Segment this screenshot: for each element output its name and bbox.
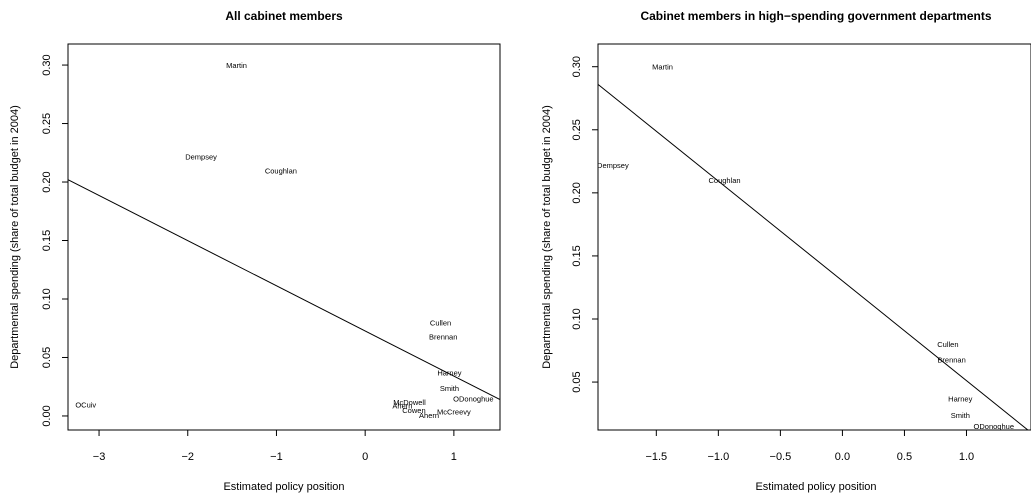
point-label: Cullen bbox=[937, 340, 958, 349]
point-label: Martin bbox=[652, 63, 673, 72]
point-label: Smith bbox=[440, 384, 459, 393]
plot-area: Martin Dempsey Coughlan Cullen Brennan Harney… bbox=[597, 63, 1029, 431]
x-tick-label: −1.5 bbox=[645, 451, 667, 463]
y-tick-label: 0.05 bbox=[571, 371, 583, 392]
plot-frame bbox=[597, 43, 1031, 431]
point-label: Harney bbox=[437, 369, 461, 378]
x-tick-label: −1.0 bbox=[707, 451, 729, 463]
point-label: Harney bbox=[948, 394, 972, 403]
point-label: Dempsey bbox=[185, 152, 217, 161]
y-tick-label: 0.15 bbox=[41, 230, 53, 251]
plot-frame bbox=[67, 43, 501, 431]
point-label: Coughlan bbox=[708, 176, 740, 185]
x-axis-title: Estimated policy position bbox=[223, 481, 344, 493]
y-axis-title: Departmental spending (share of total bu… bbox=[541, 105, 553, 369]
point-label: Brennan bbox=[937, 355, 965, 364]
y-tick-label: 0.10 bbox=[41, 288, 53, 309]
y-tick-label: 0.00 bbox=[41, 405, 53, 426]
y-tick-label: 0.20 bbox=[571, 182, 583, 203]
regression-line bbox=[68, 179, 500, 401]
point-label: Martin bbox=[226, 61, 247, 70]
y-tick-label: 0.30 bbox=[571, 56, 583, 77]
x-tick-label: −2 bbox=[181, 451, 194, 463]
point-label: McDowell bbox=[393, 398, 426, 407]
x-tick-label: 0 bbox=[362, 451, 368, 463]
x-tick-label: −0.5 bbox=[770, 451, 792, 463]
panel-all-cabinet-members: All cabinet members Estimated policy posi… bbox=[9, 9, 501, 493]
point-label: Ahern bbox=[419, 411, 439, 420]
point-label: Cowen bbox=[402, 406, 425, 415]
y-tick-label: 0.15 bbox=[571, 245, 583, 266]
point-label: McCreevy bbox=[437, 407, 471, 416]
y-tick-label: 0.30 bbox=[41, 54, 53, 75]
point-label: OCuiv bbox=[75, 400, 96, 409]
x-tick-label: 0.0 bbox=[835, 451, 850, 463]
panel-high-spending-departments: Cabinet members in high−spending governm… bbox=[541, 9, 1031, 493]
point-label: Dempsey bbox=[597, 161, 629, 170]
x-tick-label: 1.0 bbox=[959, 451, 974, 463]
point-label: Cullen bbox=[430, 318, 451, 327]
y-tick-label: 0.10 bbox=[571, 308, 583, 329]
x-tick-label: −3 bbox=[93, 451, 106, 463]
y-tick-label: 0.25 bbox=[41, 113, 53, 134]
y-axis-title: Departmental spending (share of total bu… bbox=[9, 105, 21, 369]
y-tick-label: 0.25 bbox=[571, 119, 583, 140]
regression-line bbox=[598, 83, 1029, 430]
y-tick-label: 0.05 bbox=[41, 347, 53, 368]
chart-title: All cabinet members bbox=[225, 9, 343, 23]
x-axis-title: Estimated policy position bbox=[755, 481, 876, 493]
point-label: Brennan bbox=[429, 332, 457, 341]
point-label: ODonoghue bbox=[453, 394, 493, 403]
x-tick-label: 1 bbox=[451, 451, 457, 463]
x-tick-label: −1 bbox=[270, 451, 283, 463]
point-label: Smith bbox=[951, 411, 970, 420]
x-tick-label: 0.5 bbox=[897, 451, 912, 463]
point-label: ODonoghue bbox=[974, 422, 1014, 431]
y-tick-label: 0.20 bbox=[41, 171, 53, 192]
plot-area: Martin Dempsey Coughlan Cullen Brennan Harney… bbox=[68, 61, 500, 420]
point-label: Ahern bbox=[392, 401, 412, 410]
chart-title: Cabinet members in high−spending governm… bbox=[640, 9, 991, 23]
point-label: Coughlan bbox=[265, 166, 297, 175]
